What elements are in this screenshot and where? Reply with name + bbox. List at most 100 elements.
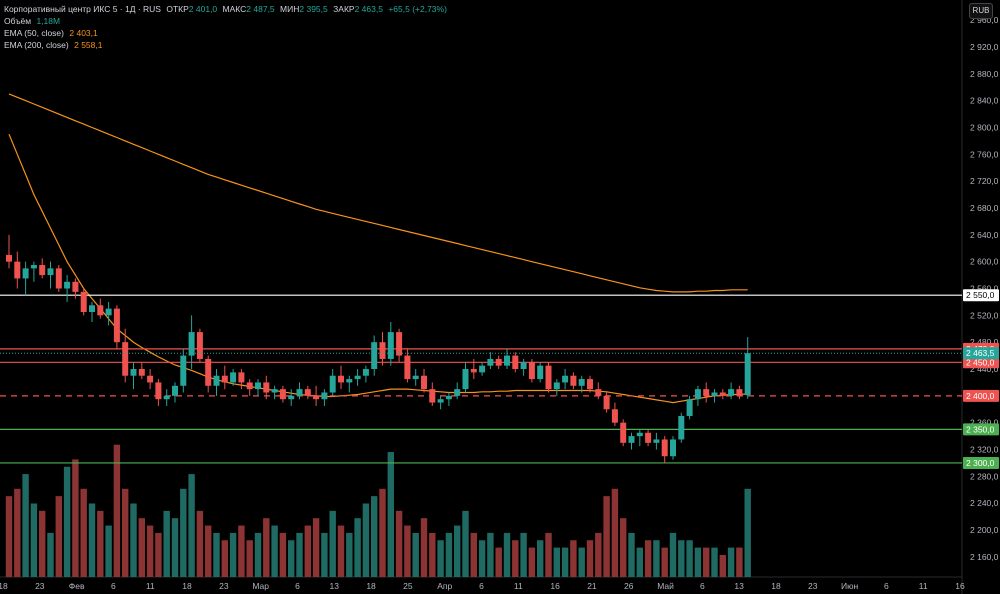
legend-ema50-row[interactable]: EMA (50, close) 2 403,1 <box>4 27 447 39</box>
candle-body <box>271 389 278 393</box>
volume-bar <box>478 540 486 577</box>
volume-bar <box>703 547 710 577</box>
candle-body <box>279 389 286 400</box>
level-price-badge-bg <box>963 456 999 469</box>
candle-body <box>595 389 602 396</box>
candle-body <box>172 385 178 396</box>
candle-body <box>329 375 336 393</box>
volume-bar <box>462 510 469 577</box>
time-tick-label: 16 <box>955 581 965 591</box>
low-value: 2 395,5 <box>299 4 328 14</box>
candle-body <box>180 355 187 386</box>
volume-bar <box>337 525 345 577</box>
volume-bar <box>180 488 187 577</box>
candle-body <box>570 375 577 386</box>
candle-body <box>321 392 328 400</box>
ema50-line <box>8 133 748 404</box>
ema200-value: 2 558,1 <box>74 40 103 50</box>
candle-body <box>55 268 62 289</box>
high-value: 2 487,5 <box>246 4 275 14</box>
candle-body <box>105 308 112 316</box>
time-tick-label: 23 <box>808 581 818 591</box>
candle-body <box>263 382 270 393</box>
volume-bar <box>603 496 610 577</box>
price-tick-label: 2 480,0 <box>970 337 999 347</box>
price-tick-label: 2 560,0 <box>970 284 999 294</box>
candle-body <box>412 375 419 380</box>
volume-bar <box>47 532 54 577</box>
candle-body <box>354 375 361 380</box>
volume-bar <box>371 496 378 577</box>
volume-bar <box>445 532 453 577</box>
volume-bar <box>429 532 436 577</box>
volume-bar <box>528 547 536 577</box>
time-tick-label: Апр <box>437 581 452 591</box>
candle-body <box>188 332 195 356</box>
candle-body <box>97 305 104 316</box>
time-tick-label: 6 <box>884 581 889 591</box>
candle-body <box>163 395 170 400</box>
currency-button[interactable]: RUB <box>969 3 993 19</box>
candle-body <box>255 382 261 390</box>
volume-bar <box>122 488 129 577</box>
candle-body <box>313 395 320 400</box>
volume-bar <box>88 503 96 577</box>
volume-bar <box>221 540 228 577</box>
time-tick-label: Июн <box>841 581 858 591</box>
volume-bar <box>312 518 320 577</box>
candle-body <box>728 389 735 396</box>
volume-bar <box>636 547 643 577</box>
price-axis[interactable]: 2 960,0 2 920,0 2 880,0 2 840,0 2 800,0 2 760… <box>970 15 999 562</box>
legend-ema200-row[interactable]: EMA (200, close) 2 558,1 <box>4 39 447 51</box>
volume-bar <box>63 466 71 577</box>
price-tick-label: 2 600,0 <box>970 257 999 267</box>
volume-value: 1,18M <box>36 16 61 26</box>
volume-bar <box>354 518 361 577</box>
volume-bar <box>80 488 87 577</box>
time-tick-label: 11 <box>919 581 928 591</box>
volume-bar <box>213 532 220 577</box>
volume-series <box>5 444 751 577</box>
volume-bar <box>686 540 693 577</box>
candle-body <box>122 342 129 376</box>
volume-bar <box>570 540 577 577</box>
volume-bar <box>304 525 311 577</box>
ema200-line <box>8 93 748 293</box>
time-tick-label: 11 <box>146 581 155 591</box>
volume-bar <box>420 518 428 577</box>
volume-bar <box>346 532 353 577</box>
volume-bar <box>545 532 552 577</box>
candle-body <box>238 372 245 383</box>
legend-volume-row[interactable]: Объём 1,18M <box>4 15 447 27</box>
time-axis[interactable]: 18 23 Фев 6 11 18 23 Мар 6 13 18 25 Апр 6 11 16 21 26 Май 6… <box>0 581 965 591</box>
level-price-badge: 2 350,0 <box>966 424 995 434</box>
volume-bar <box>595 532 602 577</box>
volume-bar <box>263 518 270 577</box>
symbol-title[interactable]: Корпоративный центр ИКС 5 · 1Д · RUS <box>4 4 161 14</box>
candle-body <box>47 268 54 276</box>
time-tick-label: 18 <box>771 581 781 591</box>
volume-bar <box>271 525 278 577</box>
candle-body <box>454 389 461 396</box>
time-tick-label: 26 <box>624 581 634 591</box>
time-tick-label: 16 <box>550 581 560 591</box>
candle-body <box>6 254 12 262</box>
volume-bar <box>279 532 287 577</box>
price-tick-label: 2 200,0 <box>970 525 999 535</box>
volume-bar <box>744 488 751 577</box>
candle-body <box>587 379 593 390</box>
candle-body <box>645 432 652 443</box>
volume-label: Объём <box>4 16 32 26</box>
last-price-badge-bg <box>963 347 999 360</box>
candle-body <box>362 369 369 376</box>
high-label: МАКС <box>222 4 247 14</box>
candle-body <box>30 265 37 269</box>
candle-body <box>387 332 394 359</box>
price-tick-label: 2 280,0 <box>970 471 999 481</box>
plot-area[interactable] <box>0 0 962 577</box>
volume-bar <box>105 525 112 577</box>
volume-bar <box>395 510 403 577</box>
volume-bar <box>196 510 204 577</box>
candle-body <box>221 375 228 383</box>
